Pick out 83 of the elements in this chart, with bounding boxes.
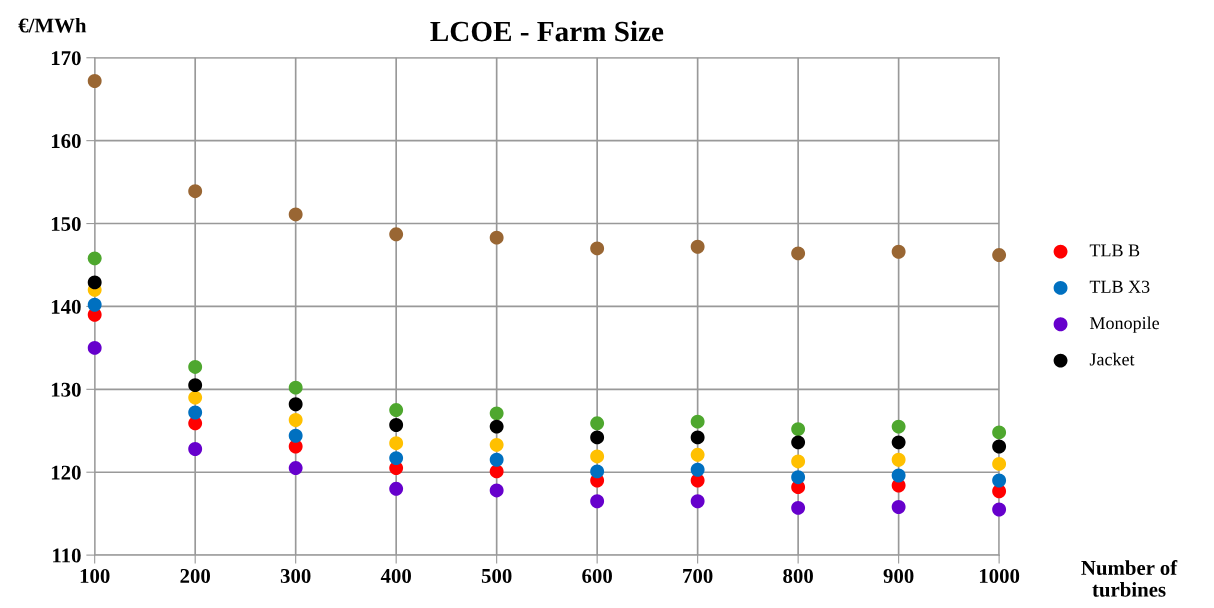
x-tick-label: 1000 <box>979 568 1020 583</box>
point <box>489 406 504 421</box>
point <box>389 481 404 496</box>
x-tick-label: 700 <box>683 568 713 583</box>
point <box>590 416 605 431</box>
point <box>590 464 605 479</box>
x-tick-label: 900 <box>883 568 914 583</box>
legend-label: Monopile <box>1089 316 1160 333</box>
point <box>188 442 203 456</box>
point <box>992 502 1007 517</box>
x-tick-label: 300 <box>280 568 311 583</box>
point <box>87 340 102 355</box>
point <box>489 452 504 467</box>
point <box>891 419 906 434</box>
point <box>791 422 806 437</box>
y-tick-label: 160 <box>51 134 81 149</box>
chart-title: LCOE - Farm Size <box>430 20 664 42</box>
point <box>891 468 906 483</box>
x-tick-label: 100 <box>80 568 110 583</box>
point <box>791 435 806 450</box>
y-axis-title: €/MWh <box>18 17 87 33</box>
point <box>690 462 705 477</box>
point <box>87 74 102 88</box>
legend-label: TLB B <box>1089 244 1140 257</box>
legend-label: TLB X3 <box>1089 280 1150 293</box>
point <box>791 246 806 261</box>
point <box>690 447 705 462</box>
x-tick-label: 800 <box>783 568 813 583</box>
x-tick-label: 400 <box>380 568 411 583</box>
point <box>288 380 303 395</box>
point <box>489 464 504 479</box>
point <box>891 244 906 259</box>
point <box>389 418 404 432</box>
point <box>389 436 404 451</box>
point <box>188 405 203 420</box>
point <box>690 239 705 254</box>
point <box>992 456 1007 471</box>
y-tick-label: 110 <box>53 548 81 563</box>
point <box>288 413 303 427</box>
point <box>690 494 705 509</box>
point <box>590 449 605 464</box>
point <box>188 184 203 199</box>
point <box>288 397 303 412</box>
point <box>992 248 1007 262</box>
x-axis-title: Number of turbines <box>1081 560 1178 597</box>
point <box>188 390 203 405</box>
point <box>489 483 504 498</box>
point <box>288 428 303 443</box>
point <box>389 451 404 466</box>
point <box>288 207 303 222</box>
point <box>690 414 705 429</box>
point <box>791 500 806 515</box>
point <box>489 437 504 452</box>
point <box>891 435 906 450</box>
point <box>288 461 303 476</box>
x-tick-label: 200 <box>180 568 211 583</box>
y-tick-label: 170 <box>51 51 81 66</box>
point <box>188 360 203 374</box>
legend-label: Jacket <box>1089 352 1135 366</box>
point <box>590 430 605 445</box>
point <box>992 425 1007 440</box>
point <box>992 473 1007 488</box>
point <box>791 470 806 485</box>
y-tick-label: 120 <box>51 465 81 480</box>
point <box>489 419 504 434</box>
point <box>87 275 102 290</box>
point <box>791 454 806 469</box>
point <box>389 403 404 417</box>
point <box>690 430 705 445</box>
x-tick-label: 500 <box>481 568 512 583</box>
point <box>188 378 203 393</box>
point <box>891 500 906 514</box>
y-tick-label: 130 <box>51 382 81 397</box>
point <box>489 230 504 245</box>
x-tick-label: 600 <box>582 568 612 583</box>
y-tick-label: 140 <box>51 299 81 314</box>
point <box>891 452 906 467</box>
point <box>389 227 404 242</box>
point <box>590 494 605 509</box>
point <box>87 251 102 266</box>
point <box>992 439 1007 454</box>
point <box>590 241 605 256</box>
y-tick-label: 150 <box>51 216 81 231</box>
